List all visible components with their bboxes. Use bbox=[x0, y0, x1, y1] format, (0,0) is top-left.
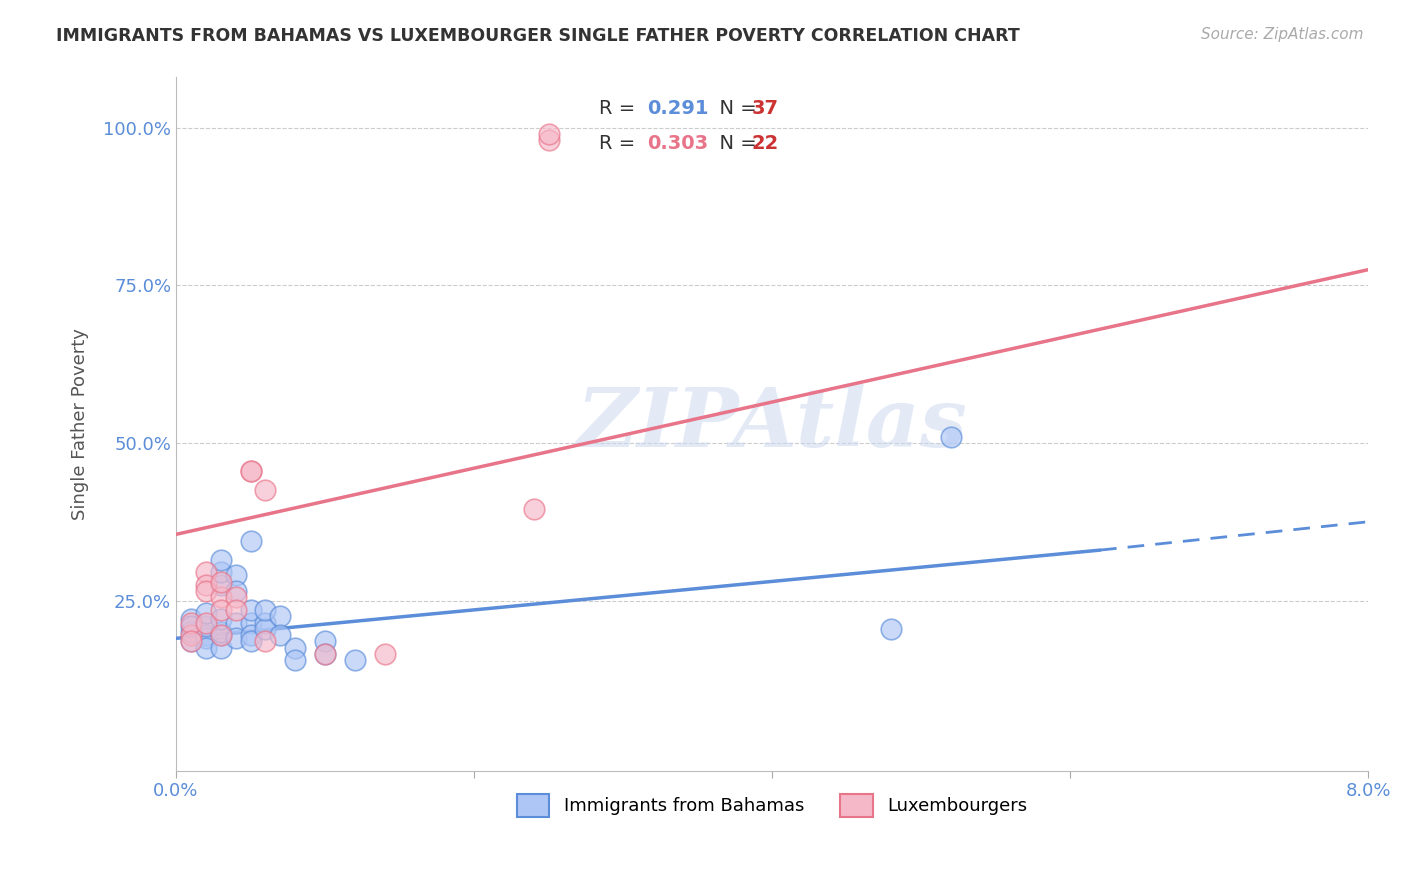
Point bbox=[194, 565, 217, 579]
Point bbox=[209, 628, 232, 642]
Point bbox=[239, 603, 262, 617]
Point bbox=[180, 619, 202, 633]
Point bbox=[314, 634, 336, 648]
Point bbox=[284, 653, 307, 667]
Point bbox=[254, 622, 277, 636]
Text: Source: ZipAtlas.com: Source: ZipAtlas.com bbox=[1201, 27, 1364, 42]
Text: 37: 37 bbox=[752, 99, 779, 118]
Point bbox=[269, 628, 291, 642]
Text: N =: N = bbox=[707, 99, 762, 118]
Point bbox=[343, 653, 366, 667]
Text: 22: 22 bbox=[752, 134, 779, 153]
Point bbox=[239, 634, 262, 648]
Point bbox=[209, 628, 232, 642]
Text: N =: N = bbox=[707, 134, 762, 153]
Point bbox=[209, 625, 232, 640]
Point bbox=[254, 603, 277, 617]
Point bbox=[239, 464, 262, 478]
Point bbox=[239, 628, 262, 642]
Point bbox=[880, 622, 903, 636]
Point bbox=[209, 612, 232, 626]
Point bbox=[239, 533, 262, 548]
Text: R =: R = bbox=[599, 134, 641, 153]
Point bbox=[209, 578, 232, 592]
Point bbox=[194, 628, 217, 642]
Point bbox=[194, 619, 217, 633]
Point bbox=[180, 612, 202, 626]
Text: ZIPAtlas: ZIPAtlas bbox=[576, 384, 967, 464]
Point bbox=[374, 647, 396, 661]
Point bbox=[239, 615, 262, 630]
Point bbox=[225, 591, 247, 605]
Y-axis label: Single Father Poverty: Single Father Poverty bbox=[72, 328, 89, 520]
Point bbox=[225, 568, 247, 582]
Point bbox=[254, 634, 277, 648]
Point bbox=[939, 430, 962, 444]
Point bbox=[209, 591, 232, 605]
Point bbox=[314, 647, 336, 661]
Text: 0.291: 0.291 bbox=[647, 99, 709, 118]
Point bbox=[314, 647, 336, 661]
Text: R =: R = bbox=[599, 99, 641, 118]
Point bbox=[194, 640, 217, 655]
Point bbox=[239, 464, 262, 478]
Point bbox=[194, 632, 217, 646]
Point bbox=[537, 127, 560, 141]
Point bbox=[180, 615, 202, 630]
Point bbox=[180, 625, 202, 640]
Text: 0.303: 0.303 bbox=[647, 134, 709, 153]
Point bbox=[180, 628, 202, 642]
Point bbox=[194, 615, 217, 630]
Text: IMMIGRANTS FROM BAHAMAS VS LUXEMBOURGER SINGLE FATHER POVERTY CORRELATION CHART: IMMIGRANTS FROM BAHAMAS VS LUXEMBOURGER … bbox=[56, 27, 1019, 45]
Point bbox=[209, 640, 232, 655]
Point bbox=[194, 584, 217, 599]
Point bbox=[180, 634, 202, 648]
Point bbox=[254, 483, 277, 498]
Point bbox=[180, 634, 202, 648]
Point bbox=[209, 552, 232, 566]
Point bbox=[284, 640, 307, 655]
Point bbox=[209, 603, 232, 617]
Point bbox=[537, 133, 560, 147]
Point bbox=[194, 578, 217, 592]
Point bbox=[209, 574, 232, 589]
Point bbox=[194, 606, 217, 620]
Point bbox=[225, 603, 247, 617]
Point bbox=[209, 565, 232, 579]
Point bbox=[225, 584, 247, 599]
Point bbox=[225, 632, 247, 646]
Point bbox=[254, 615, 277, 630]
Point bbox=[269, 609, 291, 624]
Point bbox=[523, 502, 546, 516]
Point bbox=[225, 615, 247, 630]
Legend: Immigrants from Bahamas, Luxembourgers: Immigrants from Bahamas, Luxembourgers bbox=[509, 787, 1035, 824]
